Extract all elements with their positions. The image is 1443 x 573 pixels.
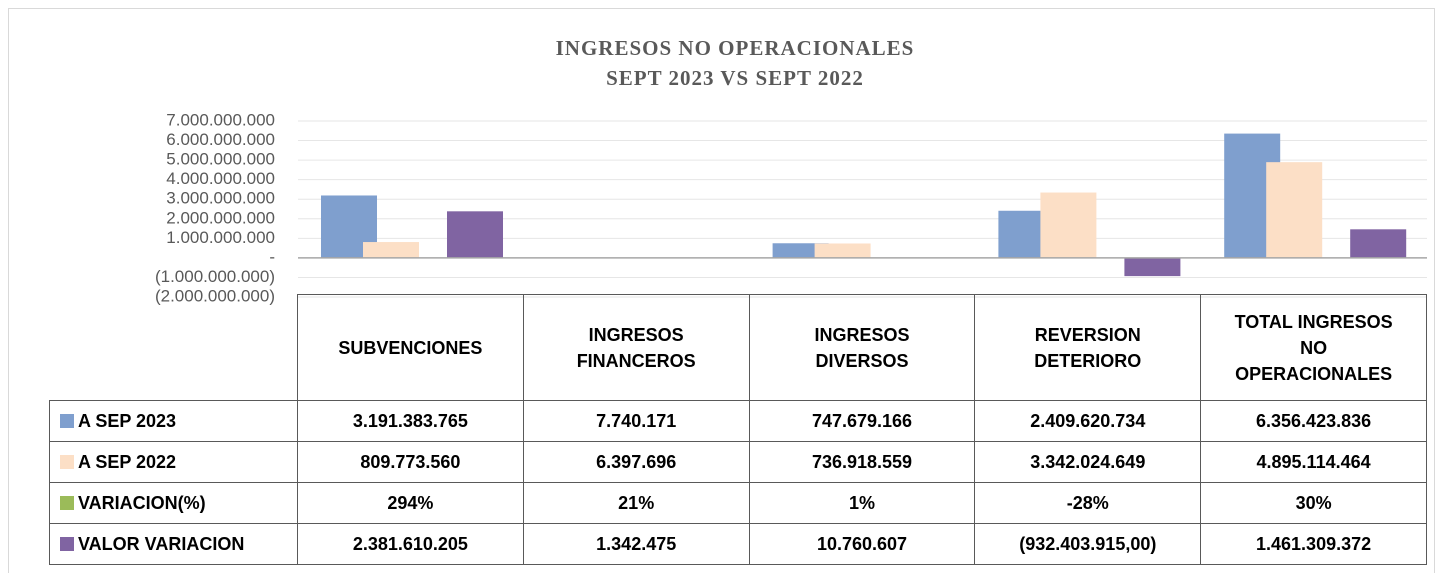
legend-key bbox=[60, 455, 74, 469]
table-value: 6.356.423.836 bbox=[1200, 400, 1427, 442]
y-tick-label: 4.000.000.000 bbox=[166, 169, 275, 188]
bar bbox=[363, 242, 419, 258]
category-header: SUBVENCIONES bbox=[297, 294, 524, 401]
y-tick-label: (2.000.000.000) bbox=[155, 286, 275, 305]
table-value: (932.403.915,00) bbox=[974, 523, 1202, 565]
y-tick-label: 3.000.000.000 bbox=[166, 189, 275, 208]
series-label: VALOR VARIACION bbox=[49, 523, 298, 565]
y-tick-label: 5.000.000.000 bbox=[166, 150, 275, 169]
bar bbox=[447, 211, 503, 258]
table-value: 21% bbox=[522, 482, 750, 524]
table-value: 1.461.309.372 bbox=[1200, 523, 1427, 565]
table-value: 294% bbox=[297, 482, 524, 524]
category-header: INGRESOS FINANCEROS bbox=[522, 294, 750, 401]
table-value: 809.773.560 bbox=[297, 441, 524, 483]
category-header: TOTAL INGRESOS NO OPERACIONALES bbox=[1200, 294, 1427, 401]
legend-key bbox=[60, 414, 74, 428]
table-value: 736.918.559 bbox=[748, 441, 976, 483]
table-value: 2.409.620.734 bbox=[974, 400, 1202, 442]
table-value: -28% bbox=[974, 482, 1202, 524]
legend-label: VALOR VARIACION bbox=[78, 533, 245, 554]
table-value: 10.760.607 bbox=[748, 523, 976, 565]
series-label: A SEP 2023 bbox=[49, 400, 298, 442]
y-tick-label: 2.000.000.000 bbox=[166, 208, 275, 227]
table-value: 1% bbox=[748, 482, 976, 524]
series-label: VARIACION(%) bbox=[49, 482, 298, 524]
legend-key bbox=[60, 496, 74, 510]
y-tick-label: 7.000.000.000 bbox=[166, 110, 275, 129]
bar bbox=[1350, 229, 1407, 258]
chart-subtitle: SEPT 2023 VS SEPT 2022 bbox=[606, 66, 864, 90]
y-tick-label: (1.000.000.000) bbox=[155, 267, 275, 286]
table-value: 2.381.610.205 bbox=[297, 523, 524, 565]
category-header: INGRESOS DIVERSOS bbox=[748, 294, 976, 401]
legend-key bbox=[60, 537, 74, 551]
chart-title: INGRESOS NO OPERACIONALES bbox=[556, 36, 915, 60]
table-value: 3.191.383.765 bbox=[297, 400, 524, 442]
y-tick-label: 6.000.000.000 bbox=[166, 130, 275, 149]
legend-label: VARIACION(%) bbox=[78, 492, 206, 513]
bar bbox=[814, 243, 871, 258]
bar bbox=[1040, 192, 1097, 258]
legend-label: A SEP 2023 bbox=[78, 410, 177, 431]
table-value: 3.342.024.649 bbox=[974, 441, 1202, 483]
table-value: 747.679.166 bbox=[748, 400, 976, 442]
bar bbox=[1124, 257, 1181, 277]
bar bbox=[1266, 162, 1323, 258]
y-tick-label: 1.000.000.000 bbox=[166, 228, 275, 247]
series-label: A SEP 2022 bbox=[49, 441, 298, 483]
category-header: REVERSION DETERIORO bbox=[974, 294, 1202, 401]
table-value: 7.740.171 bbox=[522, 400, 750, 442]
y-tick-label: - bbox=[269, 247, 275, 266]
legend-label: A SEP 2022 bbox=[78, 451, 177, 472]
table-value: 1.342.475 bbox=[522, 523, 750, 565]
table-value: 30% bbox=[1200, 482, 1427, 524]
table-value: 6.397.696 bbox=[522, 441, 750, 483]
table-value: 4.895.114.464 bbox=[1200, 441, 1427, 483]
chart-border bbox=[8, 8, 1435, 573]
